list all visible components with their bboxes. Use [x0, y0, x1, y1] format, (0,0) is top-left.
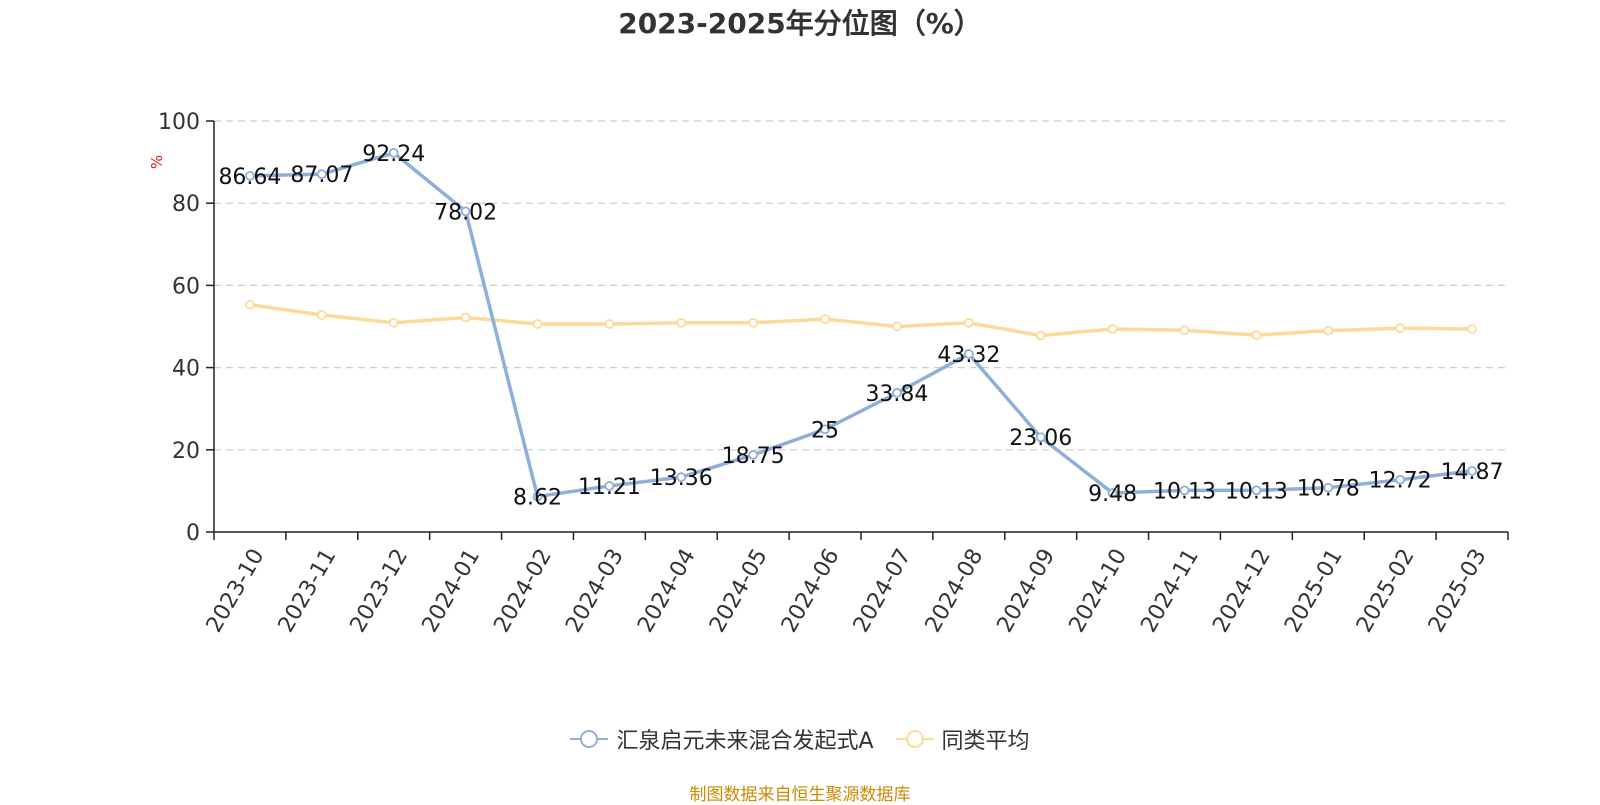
data-label: 9.48 — [1088, 482, 1137, 507]
data-point — [1035, 330, 1046, 341]
x-tick-label: 2023-11 — [274, 545, 342, 637]
data-label: 86.64 — [218, 165, 281, 190]
data-point — [892, 388, 902, 398]
data-point — [604, 481, 615, 491]
data-point — [316, 310, 327, 320]
data-point — [1179, 325, 1190, 336]
series-line — [249, 302, 1473, 338]
x-tick-label: 2025-03 — [1424, 545, 1492, 637]
data-label: 13.36 — [650, 466, 713, 491]
data-point — [1251, 330, 1262, 341]
data-point — [460, 312, 471, 323]
data-point — [1323, 325, 1334, 336]
data-label: 18.75 — [722, 444, 785, 469]
data-point — [388, 317, 399, 328]
data-point — [316, 169, 327, 180]
data-label: 87.07 — [290, 163, 353, 188]
legend-item-fund[interactable]: 汇泉启元未来混合发起式A — [570, 723, 874, 755]
data-label: 92.24 — [362, 142, 425, 167]
legend-swatch-peer-average-icon — [895, 730, 934, 748]
y-tick-label: 60 — [172, 274, 200, 299]
x-tick-label: 2024-06 — [777, 545, 845, 637]
y-tick-label: 100 — [158, 110, 200, 135]
data-label: 12.72 — [1369, 469, 1432, 494]
x-tick-label: 2024-09 — [993, 545, 1061, 637]
data-label: 23.06 — [1009, 426, 1072, 451]
data-point — [963, 349, 974, 359]
data-point — [388, 147, 399, 158]
x-tick-label: 2024-12 — [1208, 545, 1276, 637]
x-tick-label: 2024-03 — [561, 545, 629, 637]
data-point — [748, 450, 759, 460]
data-label: 33.84 — [865, 382, 928, 407]
series-line — [249, 151, 1473, 499]
y-axis-label: % — [148, 155, 166, 169]
data-point — [604, 319, 615, 329]
x-tick-label: 2025-01 — [1280, 545, 1348, 637]
data-label: 43.32 — [937, 343, 1000, 368]
data-label: 14.87 — [1441, 460, 1504, 485]
data-label: 78.02 — [434, 200, 497, 225]
x-tick-label: 2024-11 — [1136, 545, 1204, 637]
grid-lines — [214, 120, 1508, 451]
x-tick-label: 2024-08 — [921, 545, 989, 637]
data-point — [532, 491, 543, 502]
x-tick-label: 2023-12 — [346, 545, 414, 637]
data-point — [1467, 465, 1477, 476]
data-point — [963, 317, 974, 328]
data-point — [820, 424, 830, 435]
data-point — [1251, 485, 1262, 496]
x-tick-label: 2024-01 — [417, 545, 485, 637]
data-point — [1107, 488, 1118, 498]
data-point — [676, 317, 687, 328]
y-tick-label: 0 — [186, 521, 200, 546]
data-label: 11.21 — [578, 475, 641, 500]
data-point — [892, 321, 902, 332]
x-tick-label: 2024-05 — [705, 545, 773, 637]
data-point — [532, 319, 543, 329]
data-label: 25 — [811, 418, 839, 443]
data-point — [820, 314, 830, 325]
x-tick-label: 2024-02 — [489, 545, 557, 637]
data-point — [245, 171, 255, 181]
x-tick-label: 2025-02 — [1352, 545, 1420, 637]
data-label: 10.78 — [1297, 477, 1360, 502]
data-point — [676, 472, 687, 482]
data-point — [1179, 485, 1190, 496]
y-tick-label: 80 — [172, 192, 200, 217]
x-tick-label: 2024-10 — [1064, 545, 1132, 637]
y-tick-label: 40 — [172, 357, 200, 382]
legend-swatch-fund-icon — [570, 730, 609, 748]
chart-title: 2023-2025年分位图（%） — [618, 7, 982, 40]
data-labels: 86.64 87.07 92.24 78.02 8.62 11.21 13.36 18.75 2… — [218, 142, 1503, 511]
data-point — [1107, 324, 1118, 334]
source-note: 制图数据来自恒生聚源数据库 — [689, 785, 911, 805]
data-point — [1395, 474, 1406, 485]
data-point — [245, 299, 255, 310]
x-tick-label: 2023-10 — [202, 545, 270, 637]
data-label: 10.13 — [1153, 479, 1216, 504]
data-point — [1035, 432, 1046, 443]
data-point — [1467, 324, 1477, 334]
legend-label-fund: 汇泉启元未来混合发起式A — [616, 729, 874, 754]
y-tick-label: 20 — [172, 439, 200, 464]
x-tick-label: 2024-04 — [633, 545, 701, 637]
data-label: 8.62 — [513, 486, 562, 511]
data-point — [1323, 482, 1334, 493]
series-lines — [245, 147, 1477, 502]
data-label: 10.13 — [1225, 479, 1288, 504]
data-point — [460, 206, 471, 217]
legend: 汇泉启元未来混合发起式A 同类平均 — [0, 721, 1600, 757]
data-point — [748, 317, 759, 328]
x-tick-label: 2024-07 — [849, 545, 917, 637]
legend-label-peer-average: 同类平均 — [941, 729, 1030, 754]
data-point — [1395, 323, 1406, 334]
legend-item-peer-average[interactable]: 同类平均 — [895, 723, 1030, 755]
